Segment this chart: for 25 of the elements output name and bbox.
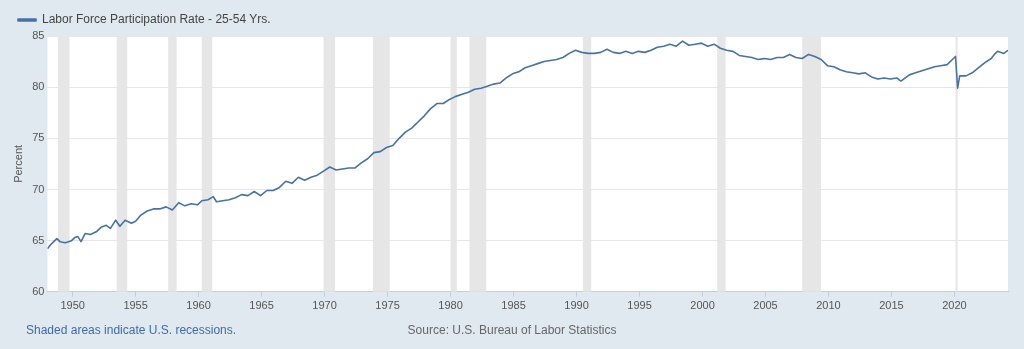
- source-note: Source: U.S. Bureau of Labor Statistics: [407, 323, 617, 337]
- x-tick-label: 1975: [375, 299, 400, 312]
- x-tick-label: 1980: [438, 299, 463, 312]
- x-tick-label: 1995: [627, 299, 652, 312]
- x-tick-label: 1955: [123, 299, 148, 312]
- y-tick-label: 75: [32, 131, 45, 144]
- x-tick-label: 2015: [879, 299, 904, 312]
- x-tick-label: 2010: [816, 299, 841, 312]
- x-tick-label: 1990: [564, 299, 589, 312]
- y-tick-label: 80: [32, 80, 45, 93]
- x-tick-label: 2000: [690, 299, 715, 312]
- y-tick-label: 65: [32, 233, 45, 246]
- legend-label: Labor Force Participation Rate - 25-54 Yrs.: [42, 12, 271, 27]
- x-tick-label: 1965: [249, 299, 274, 312]
- text: Shaded areas indicate U.S. recessions.: [26, 323, 237, 337]
- x-tick-label: 2020: [942, 299, 967, 312]
- x-tick-label: 1985: [501, 299, 526, 312]
- x-tick-label: 1950: [60, 299, 85, 312]
- y-tick-label: 85: [32, 29, 45, 42]
- x-tick-label: 1970: [312, 299, 337, 312]
- x-tick-label: 2005: [753, 299, 778, 312]
- y-tick-label: 60: [32, 284, 45, 297]
- y-tick-label: 70: [32, 182, 45, 195]
- x-tick-label: 1960: [186, 299, 211, 312]
- y-axis-title: Percent: [11, 144, 24, 183]
